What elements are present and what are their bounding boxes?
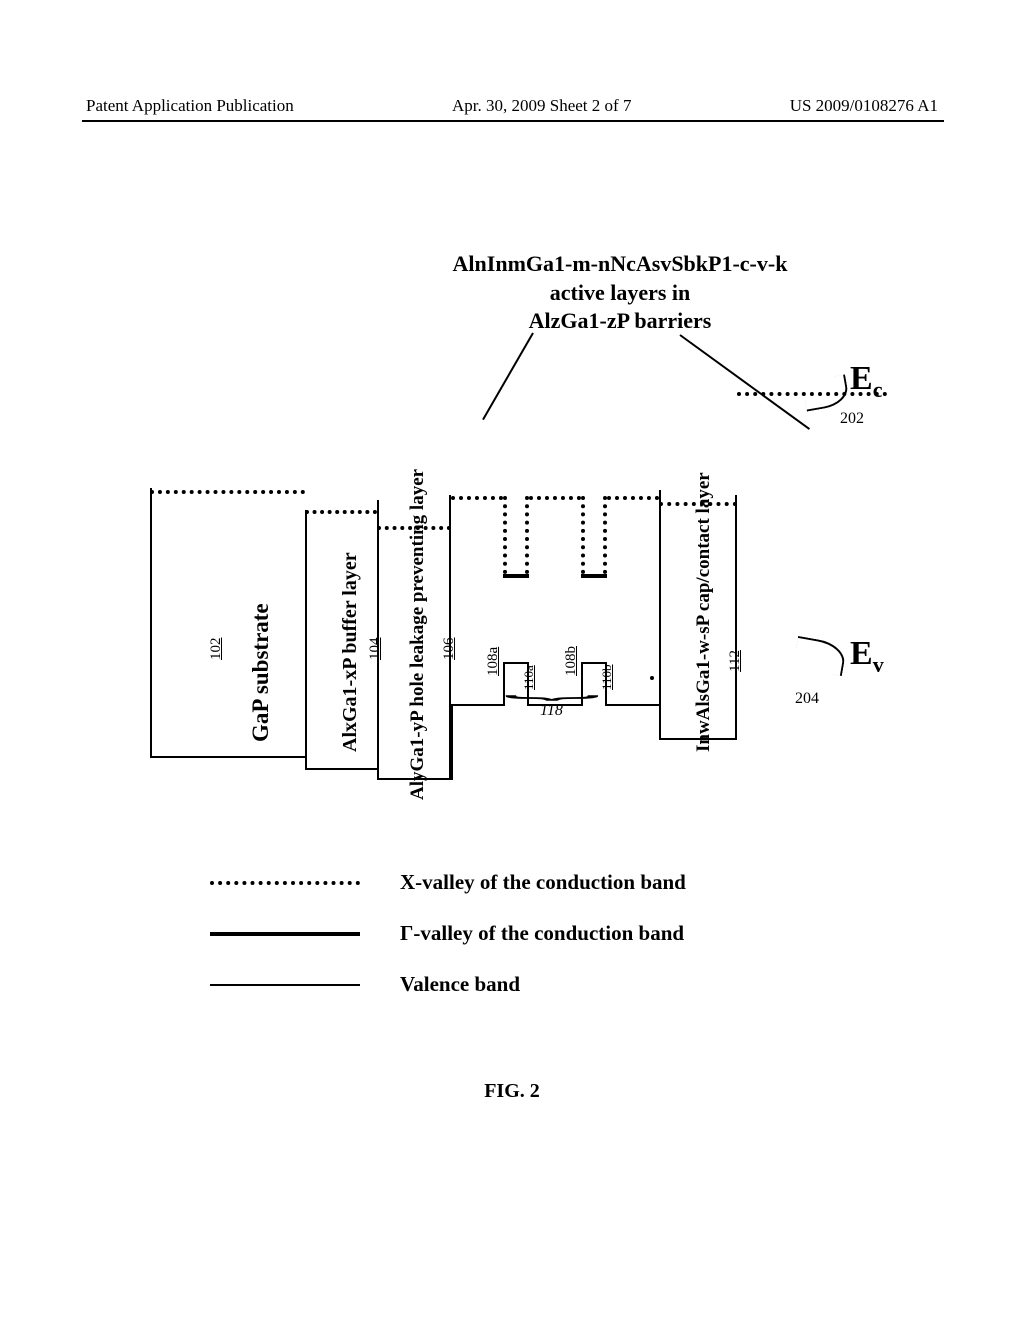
col-well1: 110a bbox=[503, 490, 529, 780]
brace-118: ⏟ bbox=[504, 671, 600, 699]
ref-202: 202 bbox=[840, 410, 864, 428]
legend-dotted-line bbox=[210, 881, 360, 885]
ec-label: Ec bbox=[850, 360, 882, 403]
legend: X-valley of the conduction band Γ-valley… bbox=[210, 870, 686, 1023]
ev-label: Ev bbox=[850, 635, 884, 678]
legend-valence: Valence band bbox=[210, 972, 686, 997]
valence-step1 bbox=[305, 758, 307, 770]
col-buffer: AlxGa1-xP buffer layer 104 bbox=[305, 490, 377, 780]
label-cap: InwAlsGa1-w-sP cap/contact layer bbox=[693, 502, 715, 752]
col-barrier2: 108b bbox=[529, 490, 581, 780]
col-substrate: GaP substrate 102 bbox=[150, 490, 305, 780]
valence-step4 bbox=[659, 706, 661, 740]
label-substrate: GaP substrate bbox=[248, 603, 274, 742]
col-barrier3 bbox=[607, 490, 659, 780]
header-rule bbox=[82, 120, 944, 122]
valence-step2 bbox=[377, 770, 379, 780]
legend-thin-line bbox=[210, 984, 360, 986]
legend-valence-label: Valence band bbox=[400, 972, 520, 997]
ref-102: 102 bbox=[208, 638, 225, 661]
ref-112: 112 bbox=[727, 650, 744, 672]
header-left: Patent Application Publication bbox=[86, 96, 294, 116]
legend-gamma-label: Γ-valley of the conduction band bbox=[400, 921, 684, 946]
band-diagram: Ec Ev GaP substrate 102 AlxGa1-xP buffer… bbox=[150, 380, 890, 780]
title-line1: AlnInmGa1-m-nNcAsvSbkP1-c-v-k bbox=[395, 250, 845, 279]
ev-pointer bbox=[793, 636, 848, 676]
title-line3: AlzGa1-zP barriers bbox=[395, 307, 845, 336]
header-right: US 2009/0108276 A1 bbox=[790, 96, 938, 116]
label-buffer: AlxGa1-xP buffer layer bbox=[339, 512, 362, 752]
col-well2: 110b bbox=[581, 490, 607, 780]
header-center: Apr. 30, 2009 Sheet 2 of 7 bbox=[452, 96, 631, 116]
label-hole: AlyGa1-yP hole leakage preventing layer bbox=[407, 500, 429, 800]
legend-xvalley-label: X-valley of the conduction band bbox=[400, 870, 686, 895]
center-dot bbox=[650, 676, 654, 680]
ref-108a: 108a bbox=[485, 647, 502, 676]
figure-caption: FIG. 2 bbox=[0, 1080, 1024, 1103]
ref-204: 204 bbox=[795, 690, 819, 708]
legend-xvalley: X-valley of the conduction band bbox=[210, 870, 686, 895]
diagram-title: AlnInmGa1-m-nNcAsvSbkP1-c-v-k active lay… bbox=[395, 250, 845, 336]
title-line2: active layers in bbox=[395, 279, 845, 308]
col-hole-leakage: AlyGa1-yP hole leakage preventing layer … bbox=[377, 490, 451, 780]
col-cap: InwAlsGa1-w-sP cap/contact layer 112 bbox=[659, 490, 737, 780]
page-header: Patent Application Publication Apr. 30, … bbox=[0, 96, 1024, 116]
ref-118: 118 bbox=[540, 702, 563, 720]
legend-gamma: Γ-valley of the conduction band bbox=[210, 921, 686, 946]
col-barrier1: 108a bbox=[451, 490, 503, 780]
valence-step3 bbox=[451, 706, 453, 780]
legend-thick-line bbox=[210, 932, 360, 936]
xvalley-tail bbox=[737, 392, 887, 396]
